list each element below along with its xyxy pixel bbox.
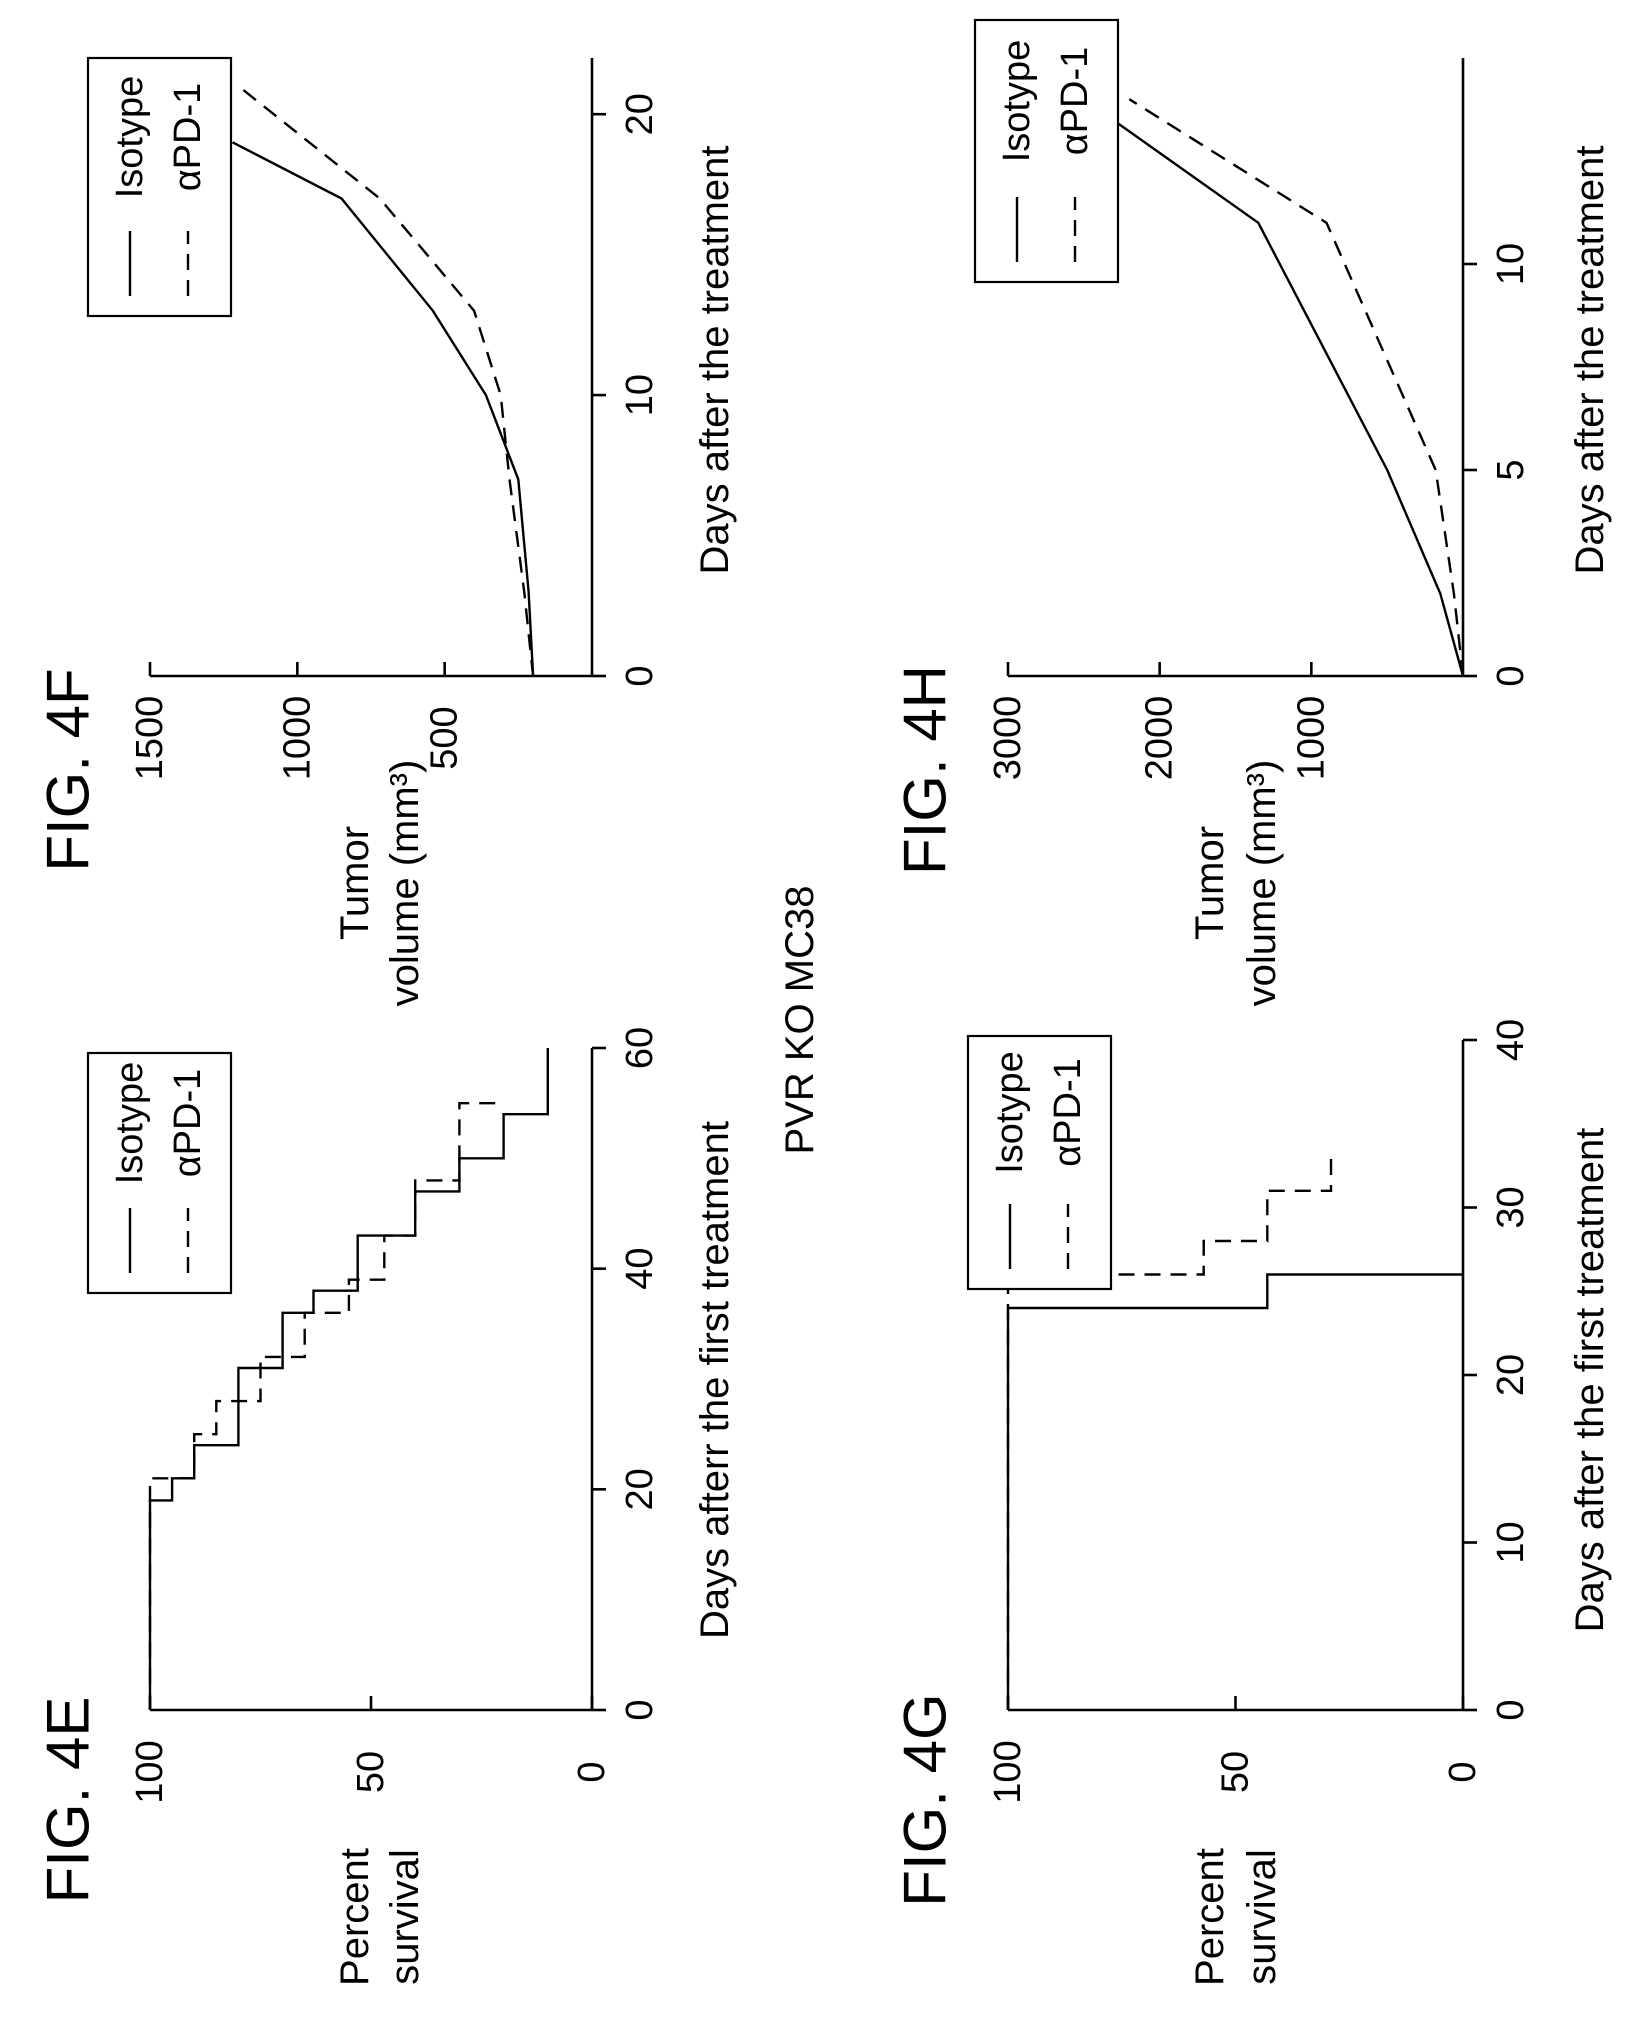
- chart-4e: FIG. 4E 0 50 100 0 20 40 60 Days afterr the firs…: [35, 1027, 738, 1986]
- y-axis-label: volume (mm³): [383, 760, 427, 1007]
- legend-label: Isotype: [109, 1062, 151, 1185]
- legend-label: αPD-1: [1054, 47, 1096, 156]
- y-axis-label: Percent: [333, 1848, 377, 1986]
- series-line-apd1: [237, 85, 535, 677]
- legend-box: [973, 18, 1120, 284]
- x-tick-label: 0: [619, 1699, 661, 1720]
- x-tick-label: 10: [619, 374, 661, 416]
- x-tick-label: 0: [619, 665, 661, 686]
- legend-label: αPD-1: [167, 1069, 209, 1178]
- legend-label: Isotype: [989, 1051, 1031, 1174]
- y-axis-label: survival: [383, 1849, 427, 1985]
- figure-title: FIG. 4E: [35, 1697, 102, 1904]
- y-axis-label: Percent: [1188, 1848, 1232, 1986]
- legend: Isotype αPD-1: [86, 1051, 233, 1295]
- series-line-apd1: [1128, 98, 1465, 677]
- x-tick-label: 40: [619, 1248, 661, 1290]
- y-tick-label: 500: [424, 706, 466, 769]
- y-tick-label: 50: [1215, 1751, 1257, 1793]
- legend-box: [86, 1051, 233, 1295]
- figure-title: FIG. 4F: [35, 668, 102, 871]
- x-tick-label: 60: [619, 1027, 661, 1069]
- x-axis-label: Days after the treatment: [693, 145, 737, 574]
- x-tick-label: 20: [1490, 1354, 1532, 1396]
- x-axis-label: Days after the treatment: [1568, 145, 1612, 574]
- chart-4h: FIG. 4H 1000 2000 3000 0 5 10 Days after the tr…: [892, 18, 1612, 1007]
- legend-box: [966, 1034, 1113, 1291]
- x-tick-label: 10: [1490, 243, 1532, 285]
- figure-title: FIG. 4G: [892, 1693, 959, 1906]
- x-tick-label: 40: [1490, 1019, 1532, 1061]
- chart-4g: FIG. 4G 0 50 100 0 10 20 30 40 Days after the fir…: [892, 1019, 1613, 1986]
- legend: Isotype αPD-1: [86, 56, 233, 318]
- series-line-isotype: [1083, 98, 1465, 677]
- chart-4f: FIG. 4F 500 1000 1500 0 10 20 Days after the tr…: [35, 56, 737, 1007]
- legend-label: Isotype: [996, 40, 1038, 163]
- legend-label: αPD-1: [1047, 1058, 1089, 1167]
- center-title: PVR KO MC38: [778, 886, 822, 1155]
- x-axis-label: Days after the first treatment: [1568, 1128, 1612, 1633]
- y-tick-label: 1000: [1290, 696, 1332, 781]
- legend: Isotype αPD-1: [973, 18, 1120, 284]
- y-axis-label: Tumor: [1188, 826, 1232, 940]
- y-tick-label: 2000: [1139, 696, 1181, 781]
- y-tick-label: 100: [129, 1740, 171, 1803]
- x-tick-label: 30: [1490, 1186, 1532, 1228]
- series-line-apd1: [148, 1101, 504, 1710]
- legend-label: αPD-1: [167, 83, 209, 192]
- x-tick-label: 20: [619, 1468, 661, 1510]
- y-tick-label: 0: [1442, 1761, 1484, 1782]
- x-tick-label: 0: [1490, 1699, 1532, 1720]
- series-line-isotype: [1006, 1273, 1463, 1710]
- y-tick-label: 3000: [987, 696, 1029, 781]
- x-axis-label: Days afterr the first treatment: [693, 1121, 737, 1639]
- series-line-isotype: [231, 141, 535, 677]
- x-tick-label: 0: [1490, 665, 1532, 686]
- x-tick-label: 10: [1490, 1521, 1532, 1563]
- figure-title: FIG. 4H: [892, 665, 959, 875]
- x-tick-label: 5: [1490, 459, 1532, 480]
- y-axis-label: Tumor: [333, 826, 377, 940]
- y-tick-label: 1000: [276, 696, 318, 781]
- y-axis-label: survival: [1240, 1849, 1284, 1985]
- y-tick-label: 0: [571, 1761, 613, 1782]
- legend-label: Isotype: [109, 76, 151, 199]
- y-axis-label: volume (mm³): [1240, 760, 1284, 1007]
- y-tick-label: 50: [350, 1751, 392, 1793]
- y-tick-label: 1500: [129, 696, 171, 781]
- legend: Isotype αPD-1: [966, 1034, 1113, 1291]
- x-tick-label: 20: [619, 93, 661, 135]
- legend-box: [86, 56, 233, 318]
- y-tick-label: 100: [987, 1740, 1029, 1803]
